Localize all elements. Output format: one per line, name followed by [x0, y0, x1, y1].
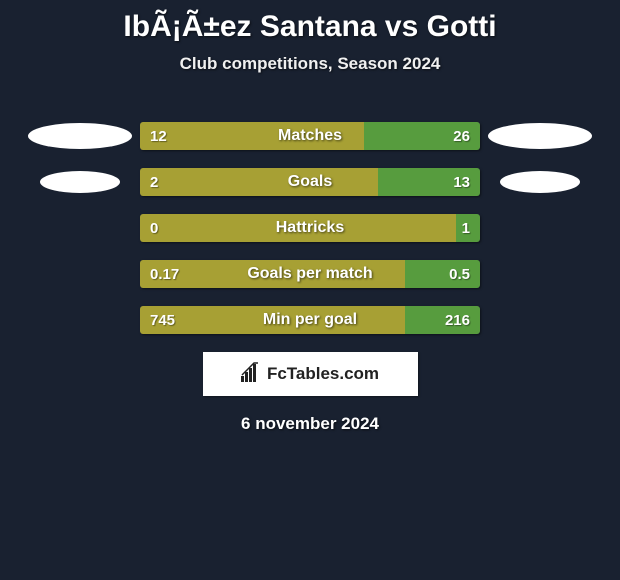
- stat-right-value: 216: [405, 306, 480, 334]
- stat-left-value: 745: [140, 306, 405, 334]
- player-avatar-left: [28, 123, 132, 149]
- stat-left-value: 2: [140, 168, 378, 196]
- left-avatar-slot: [20, 171, 140, 193]
- stat-row: 745216Min per goal: [0, 306, 620, 334]
- stat-bar: 745216Min per goal: [140, 306, 480, 334]
- stat-right-value: 0.5: [405, 260, 480, 288]
- stat-bar: 213Goals: [140, 168, 480, 196]
- stat-row: 1226Matches: [0, 122, 620, 150]
- page-title: IbÃ¡Ã±ez Santana vs Gotti: [0, 0, 620, 44]
- comparison-infographic: IbÃ¡Ã±ez Santana vs Gotti Club competiti…: [0, 0, 620, 580]
- brand-text: FcTables.com: [267, 364, 379, 384]
- player-avatar-left: [40, 171, 120, 193]
- right-avatar-slot: [480, 171, 600, 193]
- stat-right-value: 13: [378, 168, 480, 196]
- stat-row: 0.170.5Goals per match: [0, 260, 620, 288]
- stat-right-value: 1: [456, 214, 480, 242]
- page-subtitle: Club competitions, Season 2024: [0, 54, 620, 74]
- stat-row: 01Hattricks: [0, 214, 620, 242]
- stat-left-value: 12: [140, 122, 364, 150]
- stat-row: 213Goals: [0, 168, 620, 196]
- brand-chart-icon: [241, 362, 263, 387]
- stat-left-value: 0: [140, 214, 456, 242]
- brand-badge: FcTables.com: [203, 352, 418, 396]
- stat-bar: 0.170.5Goals per match: [140, 260, 480, 288]
- stat-bar: 01Hattricks: [140, 214, 480, 242]
- stats-rows: 1226Matches 213Goals 01Hattricks 0.170.5Goa…: [0, 122, 620, 334]
- right-avatar-slot: [480, 123, 600, 149]
- left-avatar-slot: [20, 123, 140, 149]
- stat-left-value: 0.17: [140, 260, 405, 288]
- player-avatar-right: [500, 171, 580, 193]
- date-text: 6 november 2024: [0, 414, 620, 434]
- player-avatar-right: [488, 123, 592, 149]
- stat-right-value: 26: [364, 122, 480, 150]
- stat-bar: 1226Matches: [140, 122, 480, 150]
